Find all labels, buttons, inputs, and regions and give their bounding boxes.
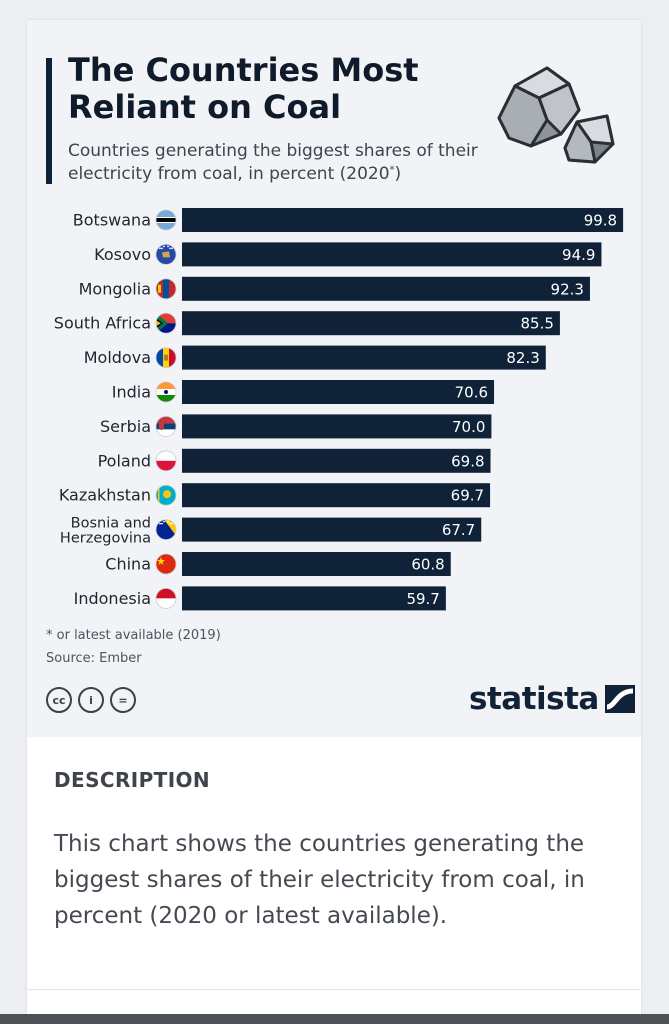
category-label-5: India [112,383,151,402]
page-card: The Countries Most Reliant on Coal Count… [27,20,641,1024]
value-label-4: 82.3 [506,349,539,367]
flag-icon-8 [155,484,177,506]
no-derivatives-icon[interactable]: = [110,687,136,713]
category-label-8: Kazakhstan [59,486,151,505]
statista-mark-icon [604,685,635,713]
logo-text: statista [469,681,599,717]
subtitle-asterisk: * [389,164,395,176]
bottom-bar [0,1014,669,1024]
value-label-1: 94.9 [562,246,595,264]
value-label-10: 60.8 [411,556,444,574]
flag-icon-10 [155,553,177,575]
source-note: Source: Ember [46,651,142,666]
bar-3 [182,311,560,336]
bar-4 [182,345,546,370]
value-label-7: 69.8 [451,452,484,470]
value-label-11: 59.7 [406,590,439,608]
flag-icon-5 [155,381,177,403]
flag-icon-3 [155,312,177,334]
value-label-9: 67.7 [442,521,475,539]
title-accent-bar [46,58,52,184]
footnote: * or latest available (2019) [46,628,221,643]
statista-logo[interactable]: statista [469,681,635,717]
value-label-3: 85.5 [521,315,554,333]
flag-icon-6 [155,415,177,437]
description-body: This chart shows the countries generatin… [54,831,585,929]
flag-icon-1 [155,244,177,265]
bar-7 [182,448,491,473]
attribution-icon[interactable]: i [78,687,104,713]
bar-11 [182,586,446,611]
bar-5 [182,380,495,404]
category-label-4: Moldova [84,348,151,367]
value-label-8: 69.7 [451,487,484,505]
bar-10 [182,552,451,576]
category-label-10: China [105,555,151,574]
value-label-5: 70.6 [455,384,488,402]
category-label-6: Serbia [100,417,151,436]
creative-commons-icon[interactable]: cc [46,687,72,713]
category-label-11: Indonesia [74,589,151,608]
chart-subtitle: Countries generating the biggest shares … [68,140,498,186]
value-label-2: 92.3 [551,280,584,298]
description-heading: DESCRIPTION [54,768,211,792]
flag-icon-7 [155,450,177,472]
bar-8 [182,483,491,508]
category-label-9: Bosnia and Herzegovina [60,516,151,547]
bar-9 [182,517,482,542]
flag-icon-9 [155,519,177,541]
bar-1 [182,242,602,267]
bar-chart: 99.8 Botswana 94.9 Kosovo 92.3 Mongolia 85.5 So… [54,208,624,611]
card-divider [27,989,641,990]
flag-icon-2 [155,278,177,300]
bar-2 [182,276,590,301]
category-label-0: Botswana [73,211,151,230]
category-label-7: Poland [98,451,151,470]
bar-0 [182,208,624,232]
infographic: The Countries Most Reliant on Coal Count… [27,20,641,737]
flag-icon-11 [155,587,177,609]
flag-icon-0 [155,209,177,231]
flag-icon-4 [155,347,177,369]
subtitle-text: Countries generating the biggest shares … [68,141,478,184]
coal-icon [497,66,615,164]
subtitle-end: ) [394,164,402,184]
value-label-6: 70.0 [452,418,485,436]
chart-title: The Countries Most Reliant on Coal [68,51,419,126]
category-label-2: Mongolia [79,279,151,298]
value-label-0: 99.8 [584,212,617,230]
bar-6 [182,414,492,439]
category-label-3: South Africa [54,314,151,333]
license-icons: cc i = [46,687,136,713]
category-label-1: Kosovo [94,245,151,264]
